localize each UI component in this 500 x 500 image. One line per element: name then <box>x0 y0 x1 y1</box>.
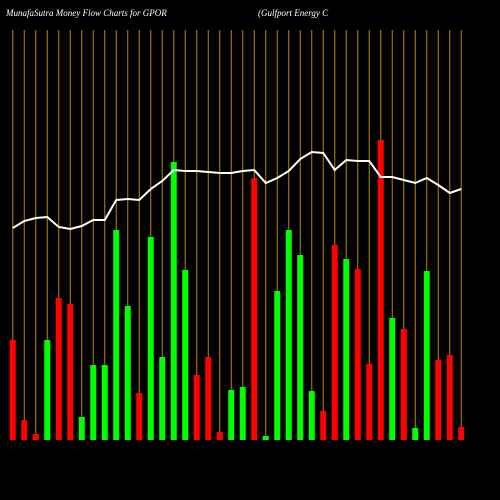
bar <box>147 237 154 440</box>
bar <box>78 417 85 440</box>
bar <box>67 304 74 440</box>
bar <box>262 436 269 440</box>
bar <box>297 255 304 440</box>
bar <box>239 387 246 440</box>
bar <box>423 271 430 440</box>
bar <box>159 357 166 440</box>
bar <box>32 434 39 440</box>
bar <box>412 428 419 440</box>
bar <box>182 270 189 440</box>
bar <box>136 393 143 440</box>
bar <box>193 375 200 440</box>
bar <box>366 364 373 440</box>
chart-subtitle: (Gulfport Energy C <box>258 8 329 18</box>
bar <box>377 140 384 440</box>
bar <box>90 365 97 440</box>
chart-title: MunafaSutra Money Flow Charts for GPOR <box>5 8 167 18</box>
bar <box>9 340 16 440</box>
bar <box>343 259 350 440</box>
bar <box>435 360 442 440</box>
bar <box>170 162 177 440</box>
bar <box>320 411 327 440</box>
bar <box>21 420 28 440</box>
bar <box>308 391 315 440</box>
bar <box>205 357 212 440</box>
bar <box>251 178 258 440</box>
bar <box>113 230 120 440</box>
bar <box>274 291 281 440</box>
bar <box>101 365 108 440</box>
bar <box>285 230 292 440</box>
bar <box>446 355 453 440</box>
bar <box>55 298 62 440</box>
bar <box>331 245 338 440</box>
bar <box>44 340 51 440</box>
bar <box>389 318 396 440</box>
bar <box>458 427 465 440</box>
money-flow-line <box>12 150 462 231</box>
bar <box>228 390 235 440</box>
bar <box>216 432 223 440</box>
bar <box>124 306 131 440</box>
bar <box>400 329 407 440</box>
bar <box>354 269 361 440</box>
